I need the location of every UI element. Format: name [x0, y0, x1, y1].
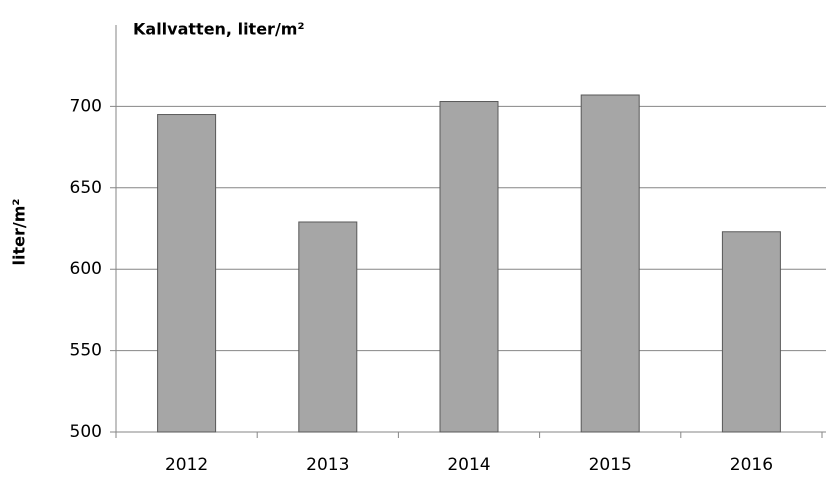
bar: [580, 94, 640, 433]
y-tick-label: 650: [70, 178, 102, 198]
y-tick-label: 600: [70, 259, 102, 279]
x-tick-label: 2014: [447, 455, 490, 475]
x-tick-label: 2013: [306, 455, 349, 475]
y-tick-label: 500: [70, 422, 102, 442]
bar: [721, 231, 781, 433]
x-tick-label: 2015: [589, 455, 632, 475]
y-tick-label: 550: [70, 341, 102, 361]
bar: [157, 114, 217, 433]
x-tick-label: 2016: [730, 455, 773, 475]
y-tick-label: 700: [70, 96, 102, 116]
bar: [439, 101, 499, 433]
chart-title: Kallvatten, liter/m²: [133, 20, 304, 39]
bar: [298, 221, 358, 433]
y-axis-label: liter/m²: [10, 199, 29, 266]
x-tick-label: 2012: [165, 455, 208, 475]
